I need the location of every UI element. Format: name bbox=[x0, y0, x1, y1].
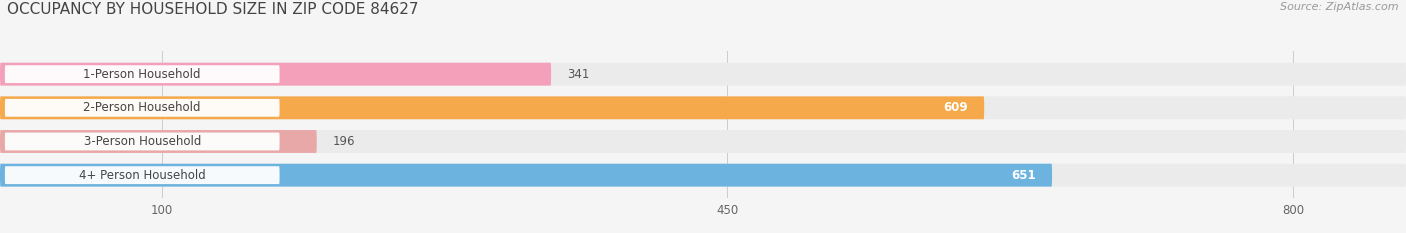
Text: Source: ZipAtlas.com: Source: ZipAtlas.com bbox=[1281, 2, 1399, 12]
Text: 651: 651 bbox=[1011, 169, 1036, 182]
FancyBboxPatch shape bbox=[0, 96, 984, 119]
FancyBboxPatch shape bbox=[0, 63, 551, 86]
FancyBboxPatch shape bbox=[0, 96, 1406, 119]
Text: 196: 196 bbox=[333, 135, 356, 148]
Text: 4+ Person Household: 4+ Person Household bbox=[79, 169, 205, 182]
Text: 341: 341 bbox=[567, 68, 589, 81]
Text: 609: 609 bbox=[943, 101, 969, 114]
FancyBboxPatch shape bbox=[0, 130, 1406, 153]
FancyBboxPatch shape bbox=[4, 99, 280, 117]
FancyBboxPatch shape bbox=[0, 130, 316, 153]
Text: 2-Person Household: 2-Person Household bbox=[83, 101, 201, 114]
FancyBboxPatch shape bbox=[0, 164, 1406, 187]
FancyBboxPatch shape bbox=[4, 133, 280, 151]
FancyBboxPatch shape bbox=[0, 164, 1052, 187]
FancyBboxPatch shape bbox=[4, 65, 280, 83]
Text: OCCUPANCY BY HOUSEHOLD SIZE IN ZIP CODE 84627: OCCUPANCY BY HOUSEHOLD SIZE IN ZIP CODE … bbox=[7, 2, 419, 17]
FancyBboxPatch shape bbox=[4, 166, 280, 184]
Text: 1-Person Household: 1-Person Household bbox=[83, 68, 201, 81]
FancyBboxPatch shape bbox=[0, 63, 1406, 86]
Text: 3-Person Household: 3-Person Household bbox=[83, 135, 201, 148]
